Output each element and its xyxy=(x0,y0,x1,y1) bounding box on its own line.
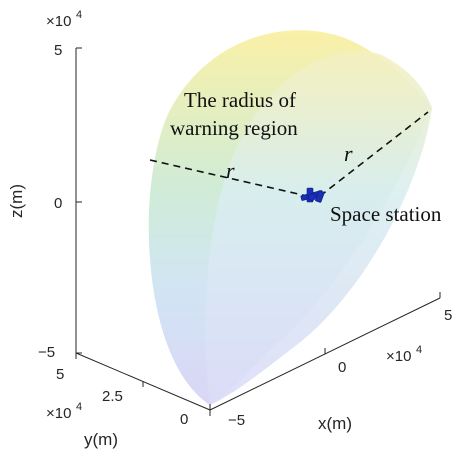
y-axis-label: y(m) xyxy=(84,430,118,449)
z-exponent-base: ×10 xyxy=(46,13,71,30)
annotation-space-station: Space station xyxy=(330,202,442,226)
z-tick-mid: 0 xyxy=(54,195,62,212)
y-exponent-base: ×10 xyxy=(46,405,71,422)
cut-face xyxy=(205,51,432,405)
radius-line-right xyxy=(319,111,429,197)
annotation-radius-line1: The radius of xyxy=(184,88,296,112)
z-tick-bottom: −5 xyxy=(38,344,55,361)
x-tick-neg5: −5 xyxy=(228,412,245,429)
z-axis-label: z(m) xyxy=(7,184,26,218)
radius-line-left xyxy=(149,159,308,197)
x-exponent-power: 4 xyxy=(416,344,422,356)
z-exponent-power: 4 xyxy=(76,9,82,21)
x-axis-label: x(m) xyxy=(318,414,352,433)
x-axis-ticks xyxy=(209,292,441,410)
y-axis-ticks xyxy=(75,353,211,416)
y-tick-2-5: 2.5 xyxy=(102,388,123,405)
z-tick-top: 5 xyxy=(54,42,62,59)
x-tick-5: 5 xyxy=(444,307,452,324)
radius-symbol-left: r xyxy=(226,158,235,183)
x-tick-0: 0 xyxy=(338,359,346,376)
y-tick-0: 0 xyxy=(180,411,188,428)
annotation-radius-line2: warning region xyxy=(170,116,298,140)
y-exponent-power: 4 xyxy=(76,401,82,413)
space-station-marker xyxy=(300,187,325,203)
z-axis-ticks xyxy=(76,47,82,354)
y-tick-5: 5 xyxy=(56,366,64,383)
radius-symbol-right: r xyxy=(344,141,353,166)
radius-lines xyxy=(149,111,429,197)
x-exponent-base: ×10 xyxy=(386,348,411,365)
warning-region-surface xyxy=(148,30,432,405)
